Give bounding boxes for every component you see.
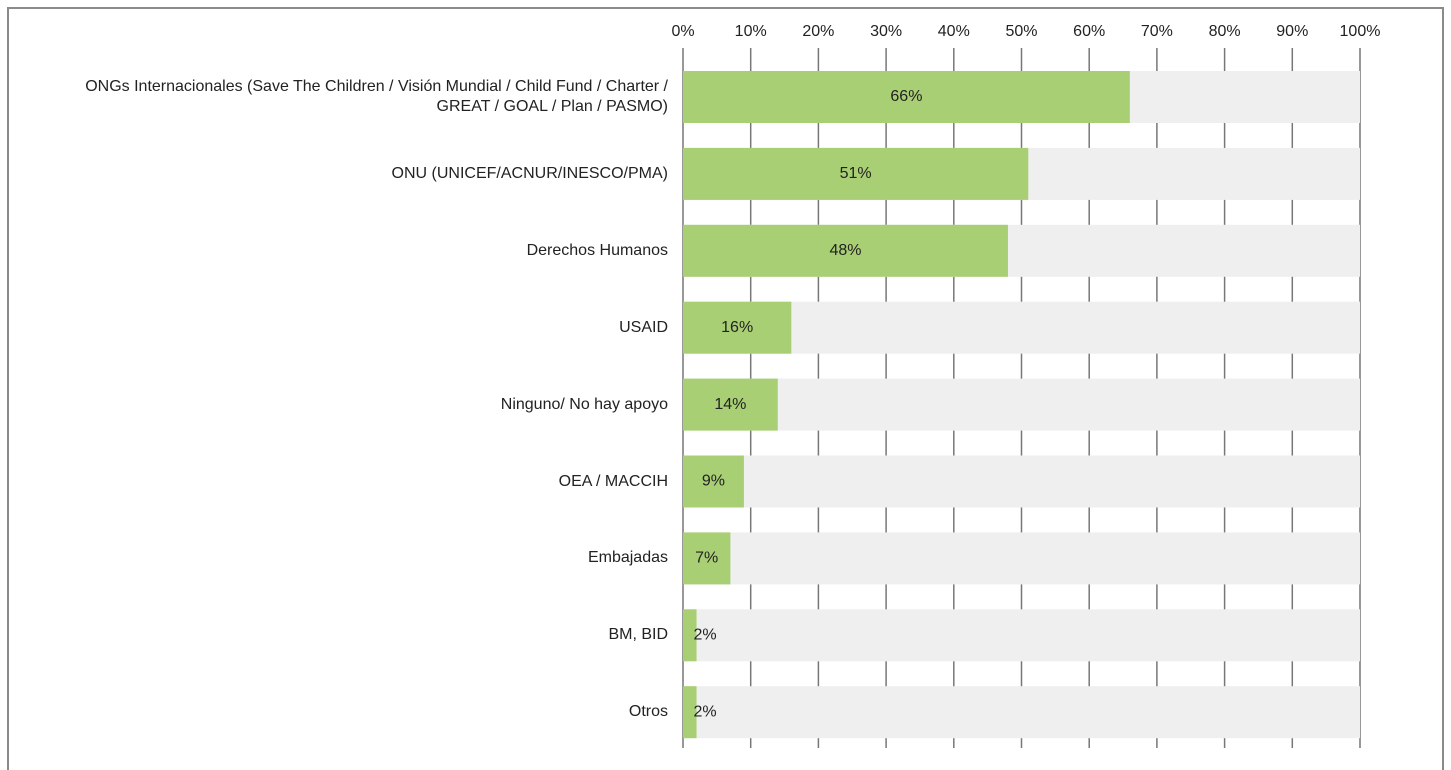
category-label: Ninguno/ No hay apoyo — [500, 395, 668, 413]
category-label: USAID — [619, 318, 668, 336]
category-label: Derechos Humanos — [526, 241, 668, 259]
bar — [683, 224, 1008, 277]
bar — [683, 71, 1130, 123]
x-tick-label: 70% — [1141, 23, 1173, 40]
bar — [683, 301, 792, 354]
value-label: 2% — [693, 627, 716, 644]
x-tick-label: 10% — [735, 23, 767, 40]
bar-background — [684, 609, 1360, 662]
bar-background — [684, 301, 1360, 354]
value-label: 51% — [840, 165, 872, 182]
value-label: 7% — [695, 550, 718, 567]
x-tick-label: 100% — [1340, 23, 1381, 40]
category-label: Otros — [628, 703, 668, 721]
x-tick-label: 0% — [671, 23, 694, 40]
x-tick-label: 30% — [870, 23, 902, 40]
bar — [683, 378, 778, 431]
value-label: 16% — [721, 319, 753, 336]
bar — [683, 609, 697, 662]
bar-background — [684, 378, 1360, 431]
category-label: OEA / MACCIH — [558, 472, 668, 490]
bar-background — [684, 532, 1360, 585]
bar — [683, 147, 1029, 200]
category-label: Embajadas — [587, 549, 668, 567]
bar-background — [684, 455, 1360, 508]
value-label: 48% — [829, 242, 861, 259]
frame — [7, 7, 1444, 770]
x-tick-label: 90% — [1276, 23, 1308, 40]
bar — [683, 686, 697, 739]
x-tick-label: 40% — [938, 23, 970, 40]
value-label: 14% — [714, 396, 746, 413]
bar — [683, 532, 731, 585]
x-tick-label: 60% — [1073, 23, 1105, 40]
x-tick-label: 50% — [1005, 23, 1037, 40]
bar-background — [684, 686, 1360, 739]
category-label: ONGs Internacionales (Save The Children … — [85, 78, 668, 115]
value-label: 66% — [890, 88, 922, 105]
bar — [683, 455, 744, 508]
x-tick-label: 80% — [1209, 23, 1241, 40]
value-label: 9% — [702, 473, 725, 490]
x-tick-label: 20% — [802, 23, 834, 40]
value-label: 2% — [693, 703, 716, 720]
category-label: ONU (UNICEF/ACNUR/INESCO/PMA) — [391, 164, 668, 182]
category-label: BM, BID — [608, 626, 668, 644]
